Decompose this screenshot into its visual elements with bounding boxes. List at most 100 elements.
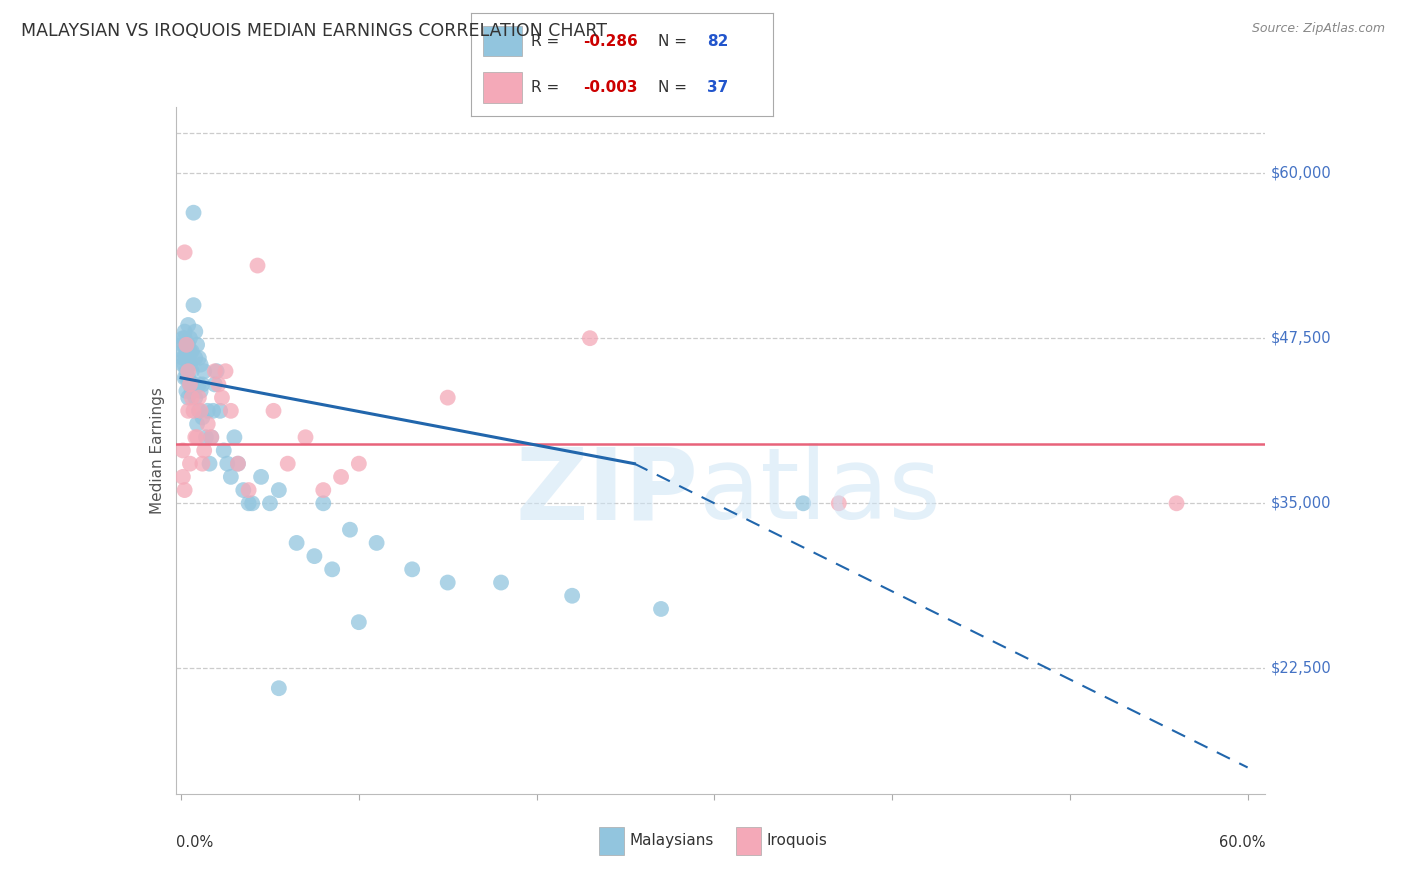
Point (177, 371, 200, 385)
Text: ZIP: ZIP (516, 443, 699, 541)
Text: N =: N = (658, 79, 692, 95)
Point (828, 496, 851, 510)
Point (184, 430, 207, 444)
Point (184, 325, 207, 339)
Point (207, 377, 229, 392)
Point (190, 404, 212, 418)
Point (184, 391, 207, 405)
Point (304, 549, 326, 563)
Point (792, 496, 814, 510)
Point (1166, 496, 1188, 510)
Point (177, 364, 200, 378)
Point (173, 358, 195, 372)
Point (194, 430, 217, 444)
Y-axis label: Median Earnings: Median Earnings (149, 387, 165, 514)
Point (489, 575, 512, 590)
Text: 82: 82 (707, 34, 728, 48)
Bar (735, 827, 761, 855)
Text: Malaysians: Malaysians (630, 833, 714, 848)
Point (172, 338, 194, 352)
Point (176, 371, 198, 385)
Text: -0.286: -0.286 (583, 34, 637, 48)
Point (190, 358, 212, 372)
Point (173, 325, 195, 339)
Point (187, 404, 209, 418)
Point (172, 351, 194, 365)
Point (180, 344, 202, 359)
Text: atlas: atlas (699, 443, 941, 541)
Point (183, 205, 205, 219)
Text: MALAYSIAN VS IROQUOIS MEDIAN EARNINGS CORRELATION CHART: MALAYSIAN VS IROQUOIS MEDIAN EARNINGS CO… (21, 22, 607, 40)
Point (401, 562, 423, 576)
Point (179, 457, 201, 471)
Point (172, 443, 194, 458)
Bar (484, 72, 523, 103)
Point (179, 377, 201, 392)
Point (177, 338, 200, 352)
Point (197, 404, 219, 418)
Point (176, 338, 198, 352)
Text: 37: 37 (707, 79, 728, 95)
Text: $60,000: $60,000 (1271, 166, 1331, 180)
Point (177, 391, 200, 405)
Point (173, 338, 195, 352)
Point (561, 589, 583, 603)
Point (212, 443, 235, 458)
Point (173, 371, 195, 385)
Point (200, 430, 222, 444)
Point (219, 404, 242, 418)
Point (211, 391, 233, 405)
Point (205, 364, 228, 378)
Point (186, 338, 208, 352)
Point (202, 404, 225, 418)
Text: 60.0%: 60.0% (1219, 835, 1265, 850)
Point (180, 364, 202, 378)
Point (204, 377, 226, 392)
Point (173, 331, 195, 345)
Point (179, 358, 201, 372)
Point (217, 457, 239, 471)
Point (219, 470, 242, 484)
Point (436, 575, 458, 590)
Point (176, 351, 198, 365)
Point (172, 344, 194, 359)
Point (187, 391, 209, 405)
Point (238, 496, 260, 510)
Point (180, 384, 202, 398)
Text: N =: N = (658, 34, 692, 48)
Point (259, 496, 281, 510)
Point (250, 470, 273, 484)
Point (267, 681, 290, 696)
Point (179, 331, 201, 345)
Point (177, 404, 200, 418)
Point (186, 417, 208, 431)
Text: Source: ZipAtlas.com: Source: ZipAtlas.com (1251, 22, 1385, 36)
Text: $35,000: $35,000 (1271, 496, 1331, 511)
Point (226, 457, 249, 471)
Point (285, 536, 308, 550)
Point (176, 344, 198, 359)
Point (176, 384, 198, 398)
Point (347, 457, 370, 471)
Text: -0.003: -0.003 (583, 79, 637, 95)
Point (184, 351, 207, 365)
Bar (484, 26, 523, 56)
Point (187, 377, 209, 392)
Point (173, 483, 195, 497)
Point (224, 430, 246, 444)
Point (191, 457, 214, 471)
Point (179, 344, 201, 359)
Point (191, 377, 214, 392)
Point (209, 404, 232, 418)
Point (579, 331, 602, 345)
Text: Iroquois: Iroquois (766, 833, 827, 848)
Point (177, 351, 200, 365)
Point (190, 384, 212, 398)
Point (321, 562, 343, 576)
Point (193, 364, 215, 378)
Point (339, 523, 361, 537)
Text: $47,500: $47,500 (1271, 331, 1331, 346)
Point (347, 615, 370, 630)
Point (650, 602, 672, 616)
Point (232, 483, 254, 497)
